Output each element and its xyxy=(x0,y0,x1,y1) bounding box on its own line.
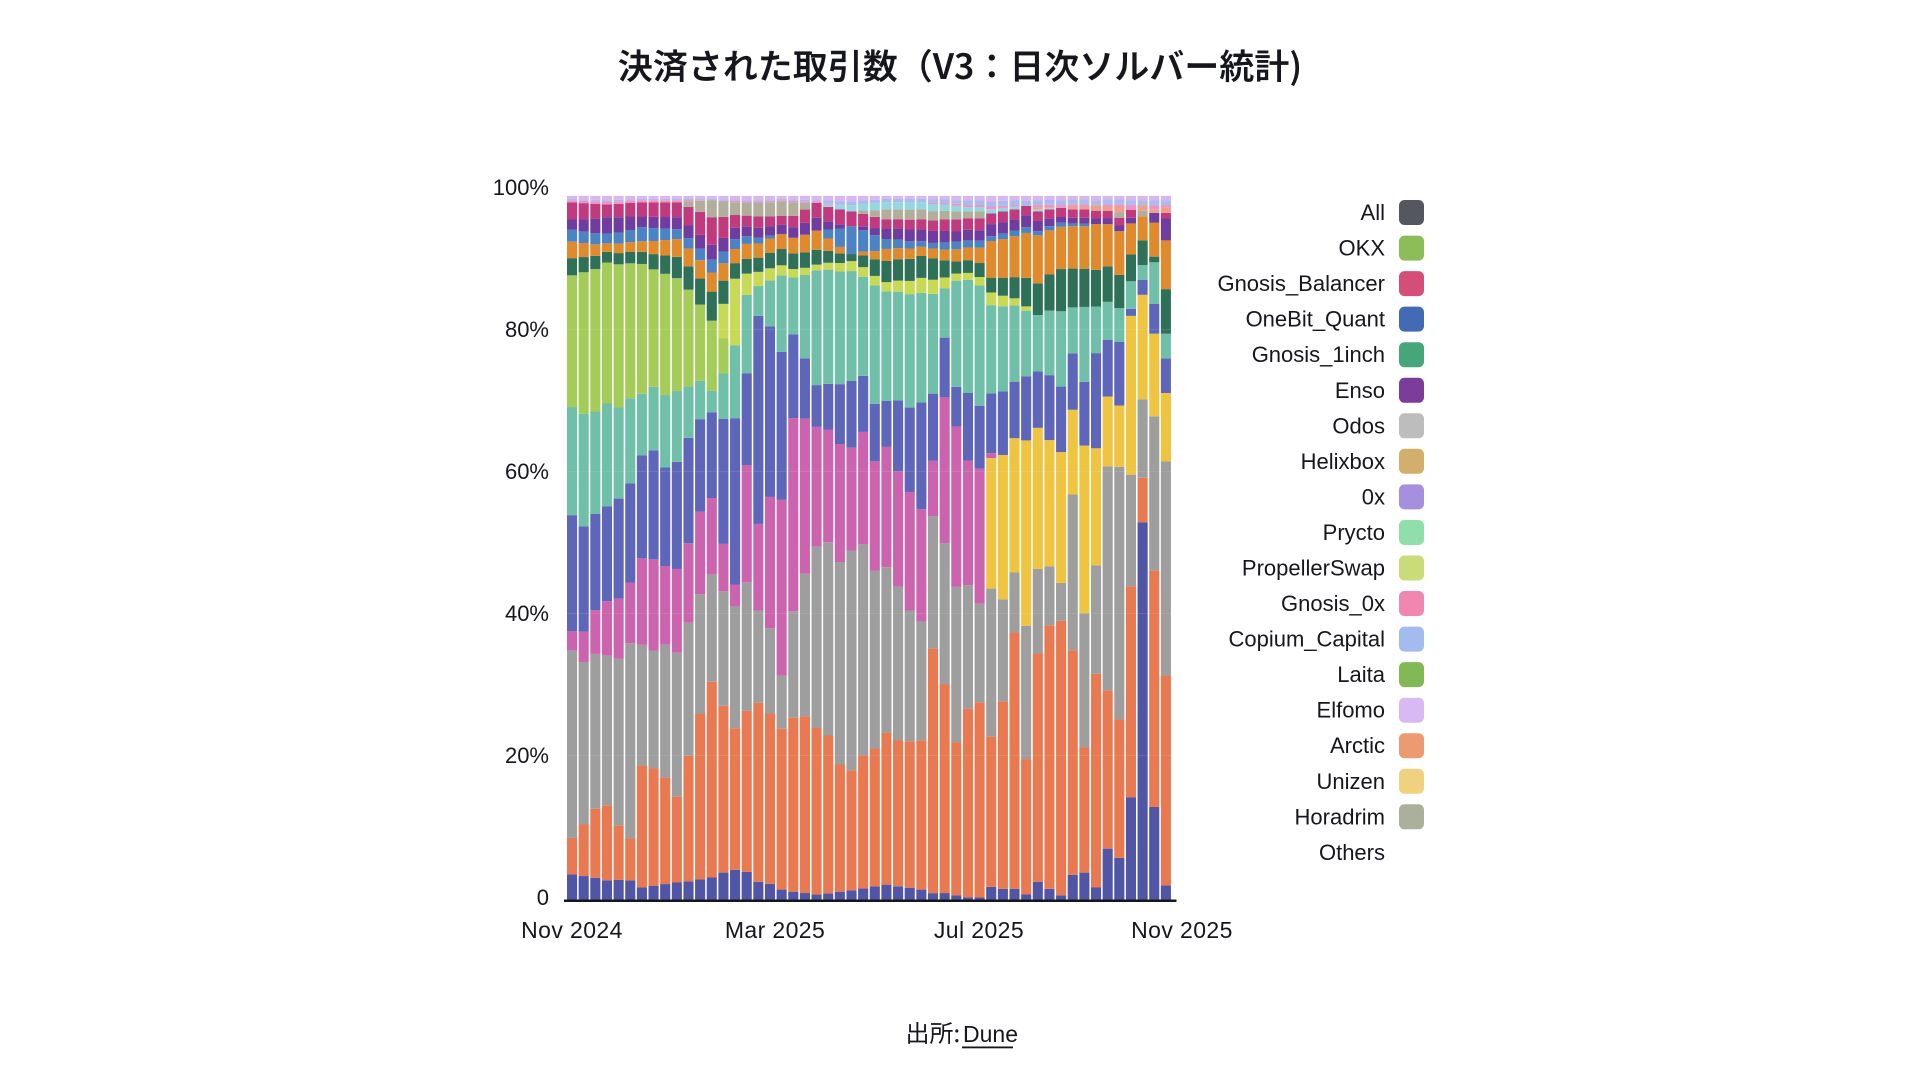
svg-text:Dune: Dune xyxy=(963,1021,1018,1047)
svg-text:Helixbox: Helixbox xyxy=(1301,449,1385,474)
svg-text:20%: 20% xyxy=(505,743,549,768)
svg-text:Mar 2025: Mar 2025 xyxy=(725,917,825,943)
svg-text:80%: 80% xyxy=(505,317,549,342)
svg-text:Gnosis_0x: Gnosis_0x xyxy=(1281,591,1385,616)
svg-text:100%: 100% xyxy=(493,175,549,200)
svg-text:PropellerSwap: PropellerSwap xyxy=(1242,556,1385,581)
svg-text:Unizen: Unizen xyxy=(1317,769,1385,794)
svg-text:Gnosis_1inch: Gnosis_1inch xyxy=(1252,342,1385,367)
svg-text:Odos: Odos xyxy=(1332,413,1385,438)
svg-text:Copium_Capital: Copium_Capital xyxy=(1228,627,1385,652)
svg-text:60%: 60% xyxy=(505,459,549,484)
svg-text:Nov 2025: Nov 2025 xyxy=(1131,917,1233,943)
svg-text:Elfomo: Elfomo xyxy=(1317,698,1385,723)
svg-text:Nov 2024: Nov 2024 xyxy=(521,917,623,943)
svg-text:Jul 2025: Jul 2025 xyxy=(934,917,1024,943)
svg-text:Gnosis_Balancer: Gnosis_Balancer xyxy=(1217,271,1385,296)
svg-text:0x: 0x xyxy=(1362,484,1385,509)
svg-text:OneBit_Quant: OneBit_Quant xyxy=(1246,307,1385,332)
svg-text:Horadrim: Horadrim xyxy=(1295,804,1385,829)
svg-text:Enso: Enso xyxy=(1335,378,1385,403)
svg-text:OKX: OKX xyxy=(1339,236,1386,261)
svg-text:0: 0 xyxy=(537,885,549,910)
svg-text:Arctic: Arctic xyxy=(1330,733,1385,758)
svg-text:Others: Others xyxy=(1319,840,1385,865)
svg-text:Laita: Laita xyxy=(1337,662,1385,687)
svg-text:All: All xyxy=(1361,200,1385,225)
svg-text:40%: 40% xyxy=(505,601,549,626)
svg-text:Prycto: Prycto xyxy=(1323,520,1385,545)
